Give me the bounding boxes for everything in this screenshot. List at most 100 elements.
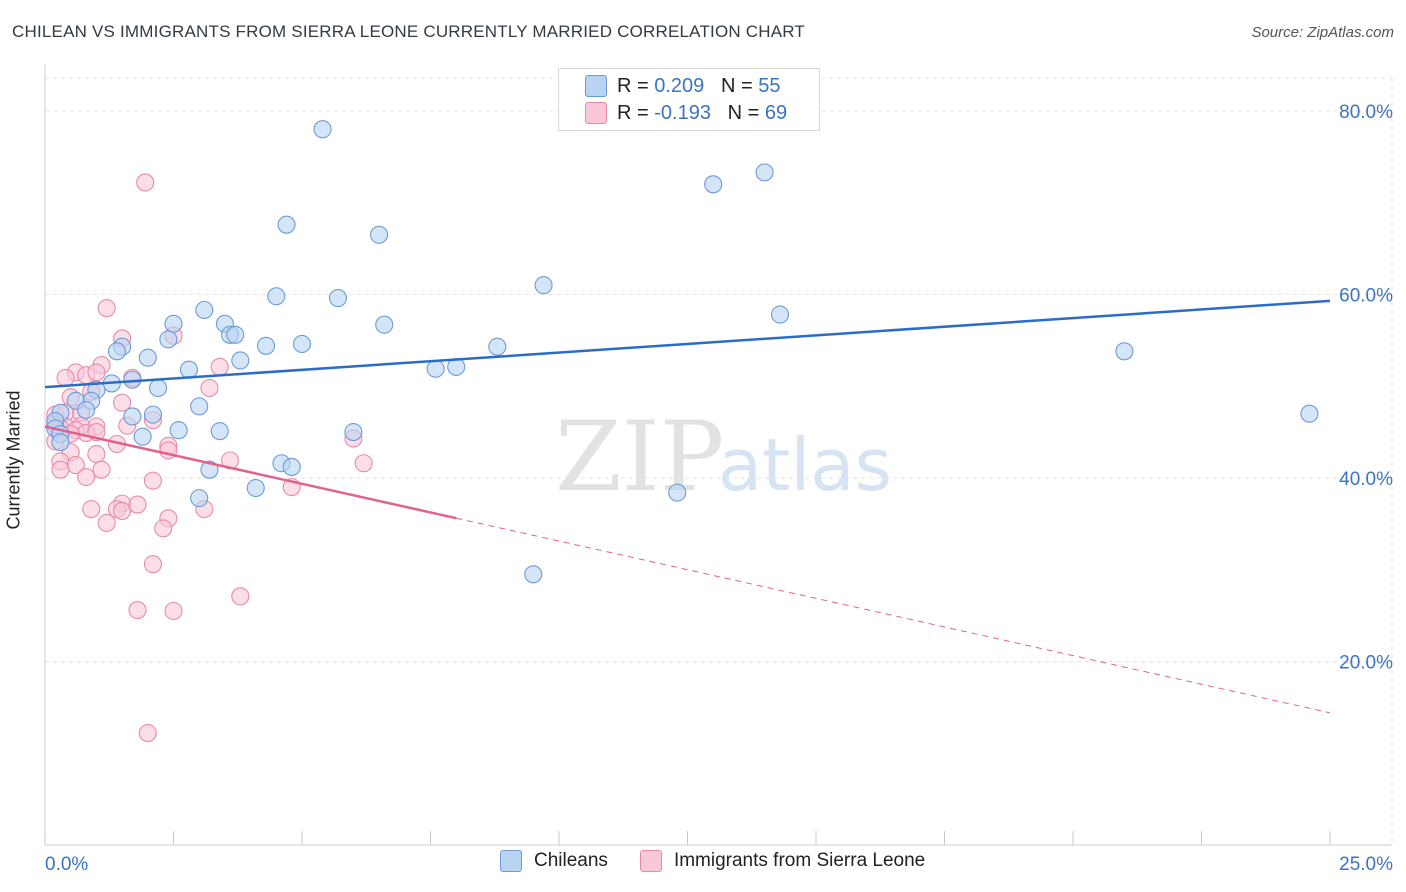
- legend-label-chileans: Chileans: [534, 850, 608, 871]
- chilean-point: [426, 359, 445, 378]
- chilean-point: [277, 215, 296, 234]
- stats-legend: R = 0.209 N = 55 R = -0.193 N = 69: [558, 68, 820, 131]
- sierra-leone-point: [97, 299, 116, 318]
- sierra-leone-point: [77, 467, 96, 487]
- chilean-point: [770, 305, 790, 324]
- legend-item-sierra-leone[interactable]: Immigrants from Sierra Leone: [639, 850, 926, 872]
- x-tick-label: 0.0%: [45, 854, 88, 875]
- sierra-leone-point: [143, 555, 162, 574]
- r-value: -0.193: [654, 101, 711, 124]
- sierra-leone-point: [113, 501, 132, 521]
- chilean-point: [524, 565, 543, 584]
- sierra-leone-point: [136, 173, 155, 192]
- chilean-point: [755, 163, 774, 182]
- stats-row-chileans: R = 0.209 N = 55: [585, 73, 780, 99]
- sierra-leone-point: [87, 445, 106, 464]
- chilean-point: [51, 433, 70, 452]
- sierra-leone-legend-swatch: [639, 850, 662, 872]
- chilean-point: [123, 407, 142, 426]
- trend-line-0: [44, 299, 1331, 389]
- chilean-point: [668, 483, 687, 502]
- sierra-leone-points: [46, 173, 373, 743]
- chilean-point: [292, 334, 312, 354]
- stats-row-sierra-leone: R = -0.193 N = 69: [585, 100, 787, 126]
- chilean-point: [226, 325, 245, 344]
- chilean-point: [138, 348, 157, 367]
- axes: [44, 65, 1392, 846]
- chilean-point: [1300, 404, 1319, 423]
- chilean-point: [179, 360, 198, 379]
- chilean-point: [267, 287, 286, 306]
- sierra-leone-point: [128, 601, 147, 620]
- sierra-leone-point: [51, 460, 70, 479]
- chilean-point: [210, 422, 229, 441]
- watermark-zip: ZIP: [555, 401, 724, 513]
- n-value: 55: [758, 74, 781, 97]
- sierra-leone-swatch: [585, 102, 607, 124]
- x-tick-label: 25.0%: [1339, 854, 1393, 875]
- chilean-point: [159, 330, 178, 349]
- y-tick-label: 60.0%: [1339, 285, 1393, 306]
- chilean-point: [200, 460, 219, 479]
- legend-item-chileans[interactable]: Chileans: [500, 850, 608, 872]
- sierra-leone-point: [113, 393, 132, 412]
- chilean-point: [143, 405, 162, 424]
- chilean-point: [77, 400, 96, 420]
- watermark-atlas: atlas: [718, 423, 892, 507]
- sierra-leone-point: [97, 513, 116, 532]
- y-tick-label: 80.0%: [1339, 102, 1393, 123]
- sierra-leone-point: [56, 368, 75, 387]
- legend-label-sierra-leone: Immigrants from Sierra Leone: [673, 850, 926, 871]
- source-label: Source: ZipAtlas.com: [1251, 24, 1394, 41]
- sierra-leone-point: [128, 495, 147, 514]
- sierra-leone-point: [164, 601, 183, 621]
- y-axis-label: Currently Married: [3, 390, 24, 530]
- sierra-leone-point: [354, 454, 373, 473]
- watermark: ZIP atlas: [555, 401, 892, 513]
- trend-lines: [44, 299, 1331, 714]
- chart-title: CHILEAN VS IMMIGRANTS FROM SIERRA LEONE …: [12, 22, 806, 41]
- chilean-point: [246, 478, 265, 498]
- chilean-point: [313, 120, 332, 139]
- chilean-point: [375, 315, 394, 334]
- chilean-point: [169, 421, 188, 440]
- chilean-point: [107, 342, 127, 361]
- chilean-point: [231, 351, 250, 370]
- chileans-swatch: [585, 75, 607, 97]
- sierra-leone-point: [154, 519, 173, 538]
- r-label: R =: [617, 74, 655, 97]
- sierra-leone-point: [87, 363, 106, 382]
- chilean-point: [133, 427, 152, 446]
- y-tick-label: 40.0%: [1339, 469, 1393, 490]
- r-label: R =: [617, 101, 655, 124]
- n-label: N =: [720, 74, 759, 97]
- chileans-legend-swatch: [500, 850, 522, 872]
- sierra-leone-point: [143, 471, 162, 490]
- chilean-point: [488, 337, 507, 356]
- chilean-point: [195, 300, 214, 320]
- chilean-point: [190, 397, 209, 416]
- sierra-leone-point: [200, 378, 219, 398]
- sierra-leone-point: [92, 460, 111, 479]
- chilean-point: [370, 225, 389, 244]
- chilean-point: [164, 314, 183, 333]
- series-legend: Chileans Immigrants from Sierra Leone: [500, 850, 957, 872]
- chilean-point: [256, 336, 276, 355]
- chilean-points: [46, 120, 1319, 584]
- chilean-point: [704, 175, 723, 194]
- chilean-point: [534, 276, 553, 295]
- sierra-leone-point: [138, 723, 157, 743]
- sierra-leone-point: [210, 357, 229, 376]
- trend-line-dashed-1: [456, 517, 1331, 714]
- r-value: 0.209: [654, 74, 705, 97]
- trend-line-solid-1: [44, 425, 457, 520]
- tick-labels: 20.0% 40.0% 60.0% 80.0% 0.0% 25.0%: [45, 102, 1393, 875]
- sierra-leone-point: [231, 587, 250, 606]
- chilean-point: [282, 457, 301, 476]
- chilean-point: [1115, 342, 1134, 361]
- y-tick-label: 20.0%: [1339, 652, 1393, 673]
- sierra-leone-point: [82, 500, 101, 519]
- chilean-point: [344, 423, 363, 442]
- n-label: N =: [727, 101, 765, 124]
